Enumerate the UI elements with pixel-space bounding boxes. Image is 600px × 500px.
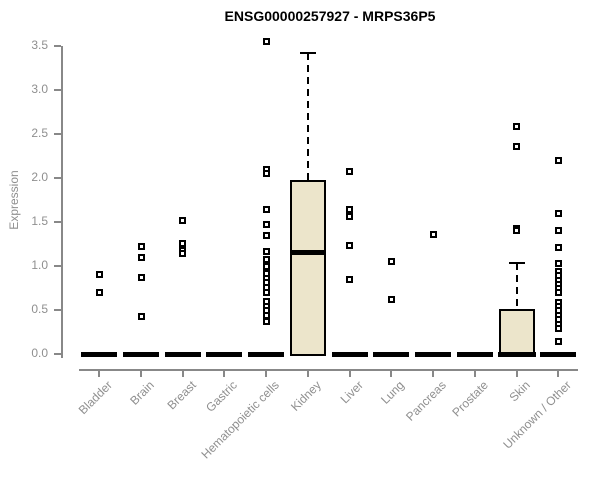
box [498, 309, 535, 356]
outlier-point [554, 259, 562, 267]
collapsed-box [456, 351, 493, 357]
outlier-point [346, 213, 354, 221]
y-axis-tick [54, 89, 61, 91]
x-axis-tick [473, 369, 476, 377]
outlier-point [262, 262, 270, 270]
outlier-point [387, 295, 395, 303]
outlier-point [137, 243, 145, 251]
chart-title: ENSG00000257927 - MRPS36P5 [224, 8, 436, 24]
collapsed-box [373, 351, 410, 357]
x-axis-tick [390, 369, 393, 377]
x-axis-tick [98, 369, 101, 377]
whisker-line [306, 53, 309, 180]
y-axis-tick [54, 265, 61, 267]
outlier-point [262, 170, 270, 178]
x-axis-tick [557, 369, 560, 377]
y-axis-tick [54, 221, 61, 223]
outlier-point [429, 230, 437, 238]
outlier-point [262, 311, 270, 319]
x-axis-line [79, 369, 578, 371]
y-tick-label: 3.5 [31, 38, 48, 52]
outlier-point [179, 216, 187, 224]
collapsed-box [123, 351, 160, 357]
outlier-point [262, 248, 270, 256]
outlier-point [262, 221, 270, 229]
y-tick-label: 1.5 [31, 214, 48, 228]
x-axis-tick [265, 369, 268, 377]
outlier-point [262, 38, 270, 46]
outlier-point [179, 239, 187, 247]
outlier-point [262, 317, 270, 325]
outlier-point [262, 206, 270, 214]
median-line [289, 250, 326, 256]
outlier-point [346, 242, 354, 250]
outlier-point [137, 312, 145, 320]
outlier-point [137, 253, 145, 261]
x-axis-tick [181, 369, 184, 377]
collapsed-box [81, 351, 118, 357]
x-axis-tick [140, 369, 143, 377]
y-tick-label: 2.0 [31, 170, 48, 184]
whisker-cap [508, 262, 525, 265]
outlier-point [346, 168, 354, 176]
collapsed-box [248, 351, 285, 357]
y-axis-tick [54, 133, 61, 135]
outlier-point [554, 156, 562, 164]
outlier-point [137, 273, 145, 281]
x-axis-tick [348, 369, 351, 377]
y-axis-tick [54, 45, 61, 47]
whisker-cap [299, 52, 316, 55]
x-axis-tick [515, 369, 518, 377]
outlier-point [387, 258, 395, 266]
y-axis-line [61, 46, 63, 358]
box [289, 179, 326, 356]
x-axis-tick [223, 369, 226, 377]
x-axis-tick [432, 369, 435, 377]
outlier-point [95, 271, 103, 279]
collapsed-box [331, 351, 368, 357]
collapsed-box [540, 351, 577, 357]
outlier-point [554, 227, 562, 235]
median-line [497, 351, 536, 357]
outlier-point [346, 206, 354, 214]
outlier-point [554, 244, 562, 252]
y-tick-label: 1.0 [31, 258, 48, 272]
outlier-point [513, 123, 521, 131]
outlier-point [262, 288, 270, 296]
y-tick-label: 0.0 [31, 346, 48, 360]
collapsed-box [415, 351, 452, 357]
outlier-point [95, 288, 103, 296]
outlier-point [554, 324, 562, 332]
y-tick-label: 2.5 [31, 126, 48, 140]
collapsed-box [206, 351, 243, 357]
outlier-point [554, 288, 562, 296]
outlier-point [554, 209, 562, 217]
y-axis-tick [54, 309, 61, 311]
outlier-point [554, 338, 562, 346]
outlier-point [262, 256, 270, 264]
y-tick-label: 0.5 [31, 302, 48, 316]
outlier-point [262, 231, 270, 239]
outlier-point [513, 142, 521, 150]
outlier-point [179, 250, 187, 258]
y-axis-tick [54, 353, 61, 355]
whisker-line [515, 263, 518, 310]
x-axis-tick [306, 369, 309, 377]
outlier-point [346, 275, 354, 283]
collapsed-box [164, 351, 201, 357]
outlier-point [513, 227, 521, 235]
y-tick-label: 3.0 [31, 82, 48, 96]
y-axis-tick [54, 177, 61, 179]
